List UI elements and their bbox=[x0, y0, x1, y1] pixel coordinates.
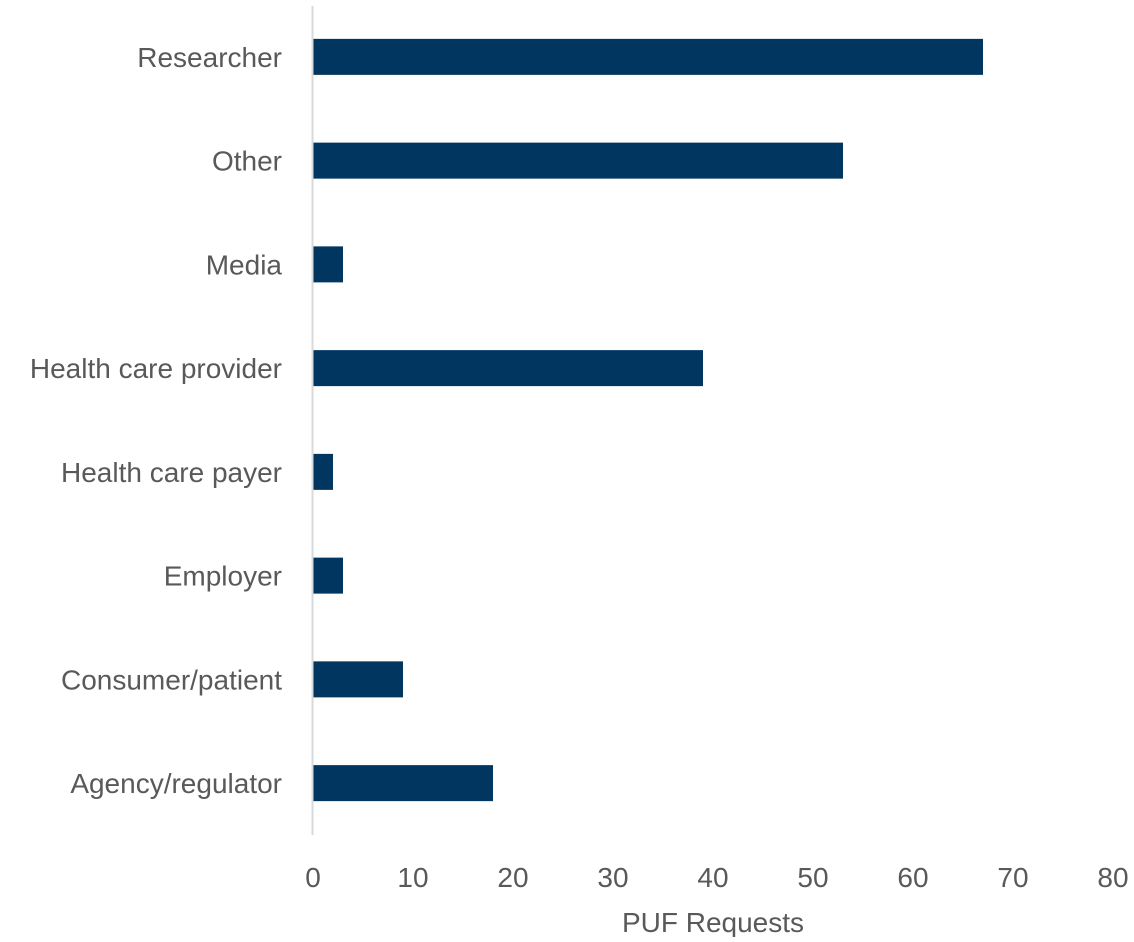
x-tick-label: 30 bbox=[597, 862, 628, 893]
bar-health-care-payer bbox=[313, 453, 333, 490]
bar-researcher bbox=[313, 38, 983, 75]
bar-health-care-provider bbox=[313, 350, 703, 387]
bar-employer bbox=[313, 557, 343, 594]
x-tick-labels: 0 10 20 30 40 50 60 70 80 bbox=[305, 862, 1128, 893]
x-tick-label: 20 bbox=[497, 862, 528, 893]
x-tick-label: 40 bbox=[697, 862, 728, 893]
category-label-media: Media bbox=[206, 249, 283, 280]
x-tick-label: 10 bbox=[397, 862, 428, 893]
category-label-consumer-patient: Consumer/patient bbox=[61, 664, 282, 695]
bar-consumer-patient bbox=[313, 661, 403, 698]
bars-layer bbox=[313, 38, 983, 802]
x-tick-label: 50 bbox=[797, 862, 828, 893]
category-label-agency-regulator: Agency/regulator bbox=[70, 768, 282, 799]
x-tick-label: 60 bbox=[897, 862, 928, 893]
category-label-employer: Employer bbox=[164, 561, 282, 592]
bar-media bbox=[313, 246, 343, 283]
bar-other bbox=[313, 142, 843, 179]
x-tick-label: 0 bbox=[305, 862, 321, 893]
category-label-health-care-provider: Health care provider bbox=[30, 353, 282, 384]
category-label-health-care-payer: Health care payer bbox=[61, 457, 282, 488]
bar-agency-regulator bbox=[313, 765, 493, 802]
x-axis-title: PUF Requests bbox=[622, 907, 804, 937]
category-labels: Researcher Other Media Health care provider… bbox=[30, 42, 283, 799]
category-label-researcher: Researcher bbox=[137, 42, 282, 73]
x-tick-label: 80 bbox=[1097, 862, 1128, 893]
category-label-other: Other bbox=[212, 146, 282, 177]
x-tick-label: 70 bbox=[997, 862, 1028, 893]
